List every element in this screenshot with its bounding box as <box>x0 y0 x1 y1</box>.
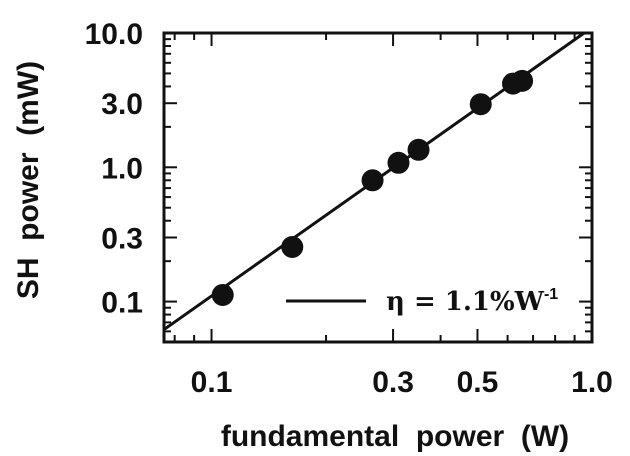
legend-label: η = 1.1%W-1 <box>386 286 558 317</box>
x-tick-label: 1.0 <box>571 366 613 399</box>
data-point <box>361 169 384 192</box>
x-tick-label: 0.1 <box>191 366 233 399</box>
data-point <box>469 93 492 116</box>
y-axis-title: SH power (mW) <box>12 61 45 299</box>
x-axis-title: fundamental power (W) <box>221 420 569 453</box>
y-tick-label: 0.3 <box>101 223 143 256</box>
data-point <box>387 151 410 174</box>
y-tick-label: 1.0 <box>101 152 143 185</box>
data-point <box>281 235 304 258</box>
legend-label-text: η = 1.1%W <box>386 287 545 317</box>
data-point <box>211 283 234 306</box>
axis-ticks <box>164 32 593 343</box>
y-tick-label: 10.0 <box>85 18 143 51</box>
tick-labels: 0.1 0.3 0.5 1.0 0.1 0.3 1.0 3.0 10.0 <box>85 18 613 399</box>
y-tick-label: 3.0 <box>101 88 143 121</box>
data-points <box>211 69 534 306</box>
y-tick-label: 0.1 <box>101 287 143 320</box>
x-tick-label: 0.5 <box>457 366 499 399</box>
data-point <box>407 138 430 161</box>
legend-label-superscript: -1 <box>544 286 558 303</box>
legend: η = 1.1%W-1 <box>286 286 558 317</box>
data-point <box>511 69 534 92</box>
x-tick-label: 0.3 <box>372 366 414 399</box>
